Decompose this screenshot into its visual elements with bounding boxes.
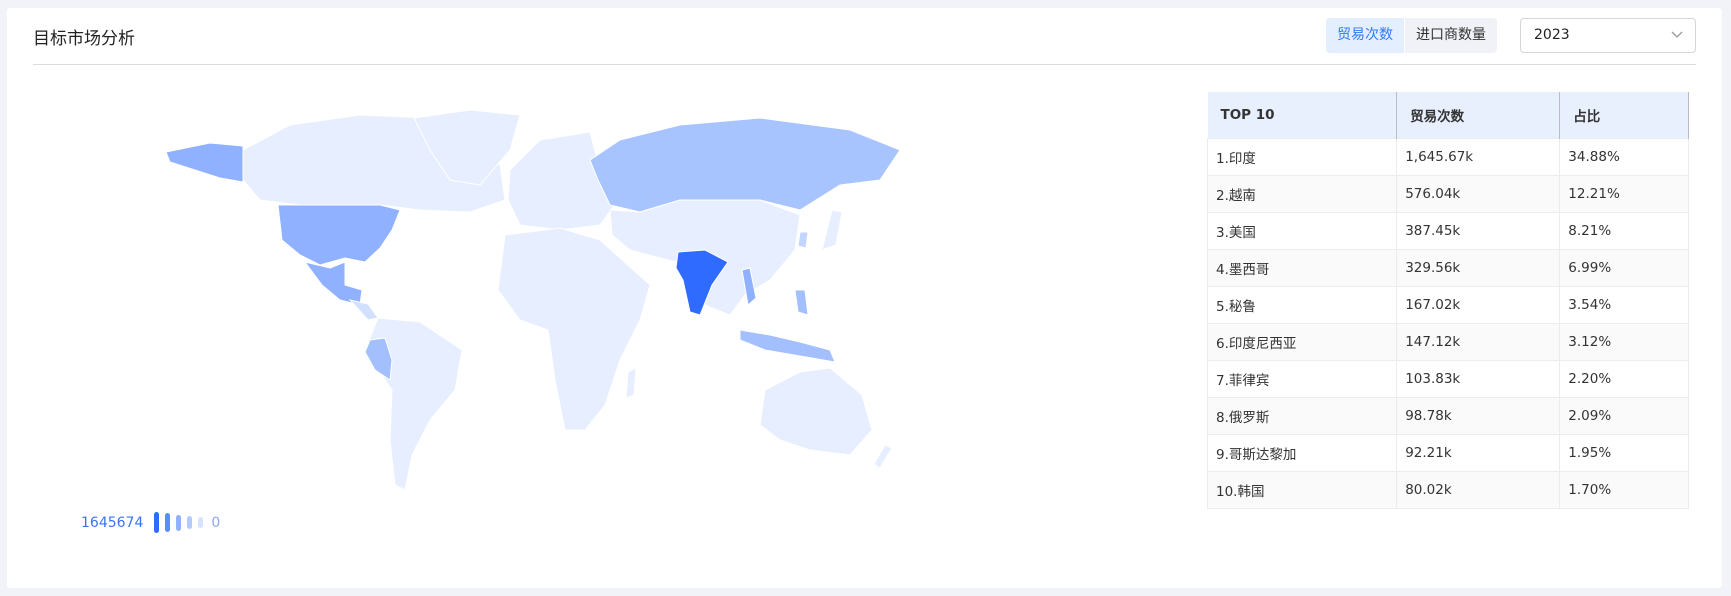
region-africa[interactable] [497,227,651,431]
region-korea[interactable] [797,231,809,249]
legend-bar[interactable] [165,513,171,532]
region-philippines[interactable] [794,289,809,316]
cell-trade-count: 329.56k [1396,249,1561,287]
cell-share: 3.54% [1559,286,1689,324]
cell-share: 6.99% [1559,249,1689,287]
table-row: 4.墨西哥 329.56k 6.99% [1206,249,1689,287]
region-alaska[interactable] [165,142,244,183]
table-row: 3.美国 387.45k 8.21% [1206,212,1689,250]
region-new-zealand[interactable] [873,444,893,469]
table-row: 10.韩国 80.02k 1.70% [1206,471,1689,509]
region-australia[interactable] [759,367,873,456]
cell-trade-count: 98.78k [1396,397,1561,435]
cell-country: 9.哥斯达黎加 [1206,434,1398,472]
cell-share: 2.20% [1559,360,1689,398]
tab-trade-count[interactable]: 贸易次数 [1326,18,1405,53]
region-indonesia[interactable] [739,329,836,363]
column-header-share: 占比 [1559,92,1689,139]
legend-bar[interactable] [198,517,204,528]
cell-trade-count: 80.02k [1396,471,1561,509]
cell-country: 8.俄罗斯 [1206,397,1398,435]
cell-trade-count: 576.04k [1396,175,1561,213]
legend-bar[interactable] [187,516,193,529]
table-row: 6.印度尼西亚 147.12k 3.12% [1206,323,1689,361]
metric-tabs: 贸易次数 进口商数量 [1326,18,1497,53]
region-europe[interactable] [507,131,619,231]
cell-share: 12.21% [1559,175,1689,213]
year-select-value: 2023 [1534,27,1570,43]
cell-share: 8.21% [1559,212,1689,250]
cell-share: 1.95% [1559,434,1689,472]
cell-country: 3.美国 [1206,212,1398,250]
legend-min: 0 [211,514,221,531]
region-peru[interactable] [364,337,393,381]
table-row: 8.俄罗斯 98.78k 2.09% [1206,397,1689,435]
cell-trade-count: 147.12k [1396,323,1561,361]
region-madagascar[interactable] [625,367,637,399]
region-mexico[interactable] [303,261,363,306]
top10-table: TOP 10 贸易次数 占比 1.印度 1,645.67k 34.88% 2.越南 57… [1206,92,1689,509]
cell-share: 3.12% [1559,323,1689,361]
page-title: 目标市场分析 [33,29,135,49]
region-vietnam[interactable] [741,267,757,306]
region-japan[interactable] [821,209,843,251]
cell-country: 7.菲律宾 [1206,360,1398,398]
cell-country: 6.印度尼西亚 [1206,323,1398,361]
visual-map-legend[interactable]: 1645674 0 [81,512,220,533]
table-row: 2.越南 576.04k 12.21% [1206,175,1689,213]
region-russia[interactable] [589,117,901,213]
cell-country: 5.秘鲁 [1206,286,1398,324]
table-row: 7.菲律宾 103.83k 2.20% [1206,360,1689,398]
divider [33,64,1696,65]
region-usa[interactable] [277,204,401,266]
cell-country: 1.印度 [1206,138,1398,176]
region-greenland[interactable] [413,109,521,186]
tab-importer-count[interactable]: 进口商数量 [1416,27,1486,43]
cell-country: 10.韩国 [1206,471,1398,509]
cell-country: 4.墨西哥 [1206,249,1398,287]
cell-share: 1.70% [1559,471,1689,509]
column-header-rank: TOP 10 [1207,92,1398,139]
legend-max: 1645674 [81,514,144,531]
legend-bar[interactable] [154,512,160,533]
column-header-trade-count: 贸易次数 [1396,92,1561,139]
cell-trade-count: 103.83k [1396,360,1561,398]
table-row: 5.秘鲁 167.02k 3.54% [1206,286,1689,324]
cell-share: 34.88% [1559,138,1689,176]
cell-trade-count: 1,645.67k [1396,138,1561,176]
table-row: 1.印度 1,645.67k 34.88% [1206,138,1689,176]
year-select[interactable]: 2023 [1520,18,1696,53]
cell-share: 2.09% [1559,397,1689,435]
cell-trade-count: 92.21k [1396,434,1561,472]
region-central-america[interactable] [348,299,379,321]
cell-trade-count: 167.02k [1396,286,1561,324]
region-india[interactable] [675,249,729,316]
world-map[interactable] [0,0,1000,520]
table-row: 9.哥斯达黎加 92.21k 1.95% [1206,434,1689,472]
chevron-down-icon [1671,31,1683,38]
legend-bar[interactable] [176,514,182,531]
cell-country: 2.越南 [1206,175,1398,213]
cell-trade-count: 387.45k [1396,212,1561,250]
